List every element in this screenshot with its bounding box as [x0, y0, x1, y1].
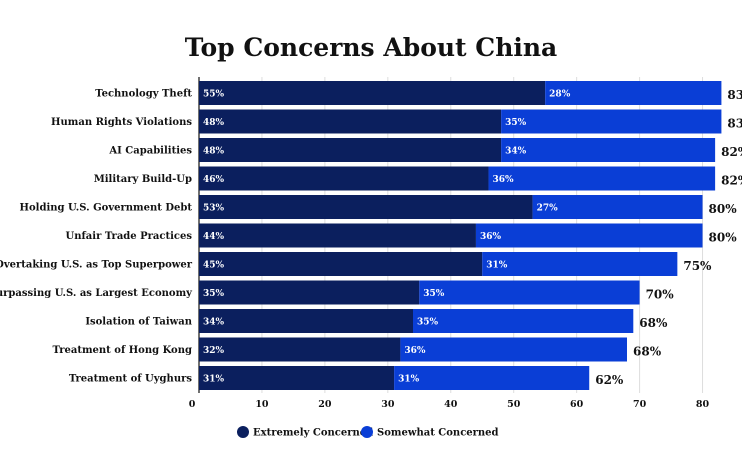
bar-extremely-7 — [199, 280, 420, 305]
category-label: Isolation of Taiwan — [85, 317, 192, 328]
bar-value-label: 48% — [203, 147, 225, 157]
bar-value-label: 34% — [203, 318, 225, 328]
bar-value-label: 35% — [423, 289, 445, 299]
x-tick-label: 0 — [189, 399, 196, 410]
legend-label: Somewhat Concerned — [377, 428, 499, 439]
legend: Extremely Concerned Somewhat Concerned — [237, 426, 499, 439]
bar-somewhat-3 — [488, 166, 716, 191]
bar-somewhat-1 — [501, 109, 722, 134]
bar-value-label: 35% — [417, 318, 439, 328]
bar-value-label: 53% — [203, 204, 225, 214]
x-tick-label: 30 — [381, 399, 395, 410]
x-tick-label: 20 — [318, 399, 332, 410]
category-label: AI Capabilities — [108, 146, 192, 157]
bar-total-label: 68% — [633, 345, 662, 359]
category-label: Holding U.S. Government Debt — [20, 203, 193, 214]
bars: 55% 28% 83% 48% 35% 83% 48% 34% 82% 46% 36% 82% 53% 2… — [199, 81, 742, 390]
bar-somewhat-0 — [545, 81, 722, 105]
bar-total-label: 62% — [595, 373, 624, 387]
bar-value-label: 35% — [203, 289, 225, 299]
legend-marker-extremely — [237, 426, 249, 438]
category-labels: Technology Theft Human Rights Violations A… — [0, 89, 193, 385]
legend-label: Extremely Concerned — [253, 428, 373, 439]
bar-extremely-9 — [199, 337, 401, 362]
bar-value-label: 34% — [505, 147, 527, 157]
bar-value-label: 36% — [480, 232, 502, 242]
bar-extremely-2 — [199, 138, 502, 162]
category-label: Treatment of Hong Kong — [53, 345, 192, 356]
bar-somewhat-9 — [400, 337, 627, 362]
category-label: Overtaking U.S. as Top Superpower — [0, 260, 193, 271]
bar-value-label: 55% — [203, 90, 225, 100]
legend-marker-somewhat — [361, 426, 373, 438]
bar-extremely-1 — [199, 109, 502, 134]
x-axis-ticks: 0 10 20 30 40 50 60 70 80 — [189, 399, 710, 410]
category-label: Unfair Trade Practices — [66, 231, 193, 242]
x-tick-label: 40 — [444, 399, 458, 410]
bar-somewhat-10 — [394, 366, 590, 390]
bar-somewhat-8 — [413, 309, 634, 333]
bar-value-label: 36% — [404, 346, 426, 356]
bar-total-label: 82% — [721, 174, 742, 188]
x-tick-label: 50 — [507, 399, 521, 410]
category-label: Treatment of Uyghurs — [69, 374, 193, 385]
chart-title: Top Concerns About China — [185, 33, 558, 62]
bar-value-label: 31% — [398, 375, 420, 385]
bar-extremely-8 — [199, 309, 413, 333]
bar-total-label: 82% — [721, 145, 742, 159]
bar-value-label: 46% — [203, 175, 225, 185]
bar-extremely-4 — [199, 195, 533, 219]
bar-value-label: 31% — [203, 375, 225, 385]
bar-value-label: 36% — [493, 175, 515, 185]
bar-somewhat-6 — [482, 252, 678, 276]
bar-extremely-5 — [199, 223, 476, 248]
category-label: Military Build-Up — [94, 174, 192, 185]
bar-somewhat-2 — [501, 138, 716, 162]
bar-extremely-3 — [199, 166, 489, 191]
bar-value-label: 32% — [203, 346, 225, 356]
bar-value-label: 48% — [203, 118, 225, 128]
bar-value-label: 27% — [537, 204, 559, 214]
bar-total-label: 80% — [709, 202, 738, 216]
x-tick-label: 10 — [255, 399, 269, 410]
bar-total-label: 83% — [727, 117, 742, 131]
bar-value-label: 44% — [203, 232, 225, 242]
bar-total-label: 75% — [683, 259, 712, 273]
bar-somewhat-7 — [419, 280, 640, 305]
x-tick-label: 80 — [696, 399, 710, 410]
bar-extremely-0 — [199, 81, 546, 105]
bar-value-label: 35% — [505, 118, 527, 128]
bar-total-label: 83% — [727, 88, 742, 102]
category-label: Human Rights Violations — [51, 117, 192, 128]
bar-somewhat-4 — [532, 195, 703, 219]
bar-total-label: 68% — [639, 316, 668, 330]
category-label: Surpassing U.S. as Largest Economy — [0, 288, 193, 299]
bar-somewhat-5 — [475, 223, 703, 248]
bar-value-label: 31% — [486, 261, 508, 271]
x-tick-label: 70 — [633, 399, 647, 410]
x-tick-label: 60 — [570, 399, 584, 410]
bar-total-label: 70% — [646, 288, 675, 302]
bar-extremely-10 — [199, 366, 395, 390]
bar-value-label: 28% — [549, 90, 571, 100]
category-label: Technology Theft — [95, 89, 192, 100]
bar-total-label: 80% — [709, 231, 738, 245]
bar-extremely-6 — [199, 252, 483, 276]
bar-value-label: 45% — [203, 261, 225, 271]
